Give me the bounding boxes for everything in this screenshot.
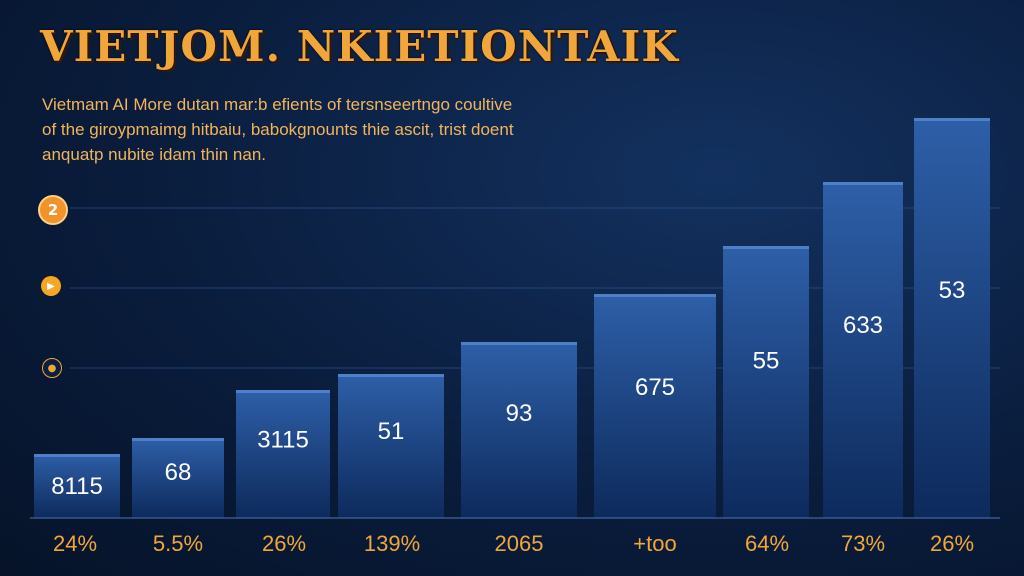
bar-value-label: 93 xyxy=(506,400,533,427)
bar xyxy=(236,390,330,518)
bar xyxy=(594,294,716,518)
bar-highlight xyxy=(34,454,120,457)
bar-value-label: 55 xyxy=(753,347,780,374)
chart-title: VIETJOM. NKIETIONTAIK xyxy=(40,22,679,71)
bar-value-label: 3115 xyxy=(257,427,309,454)
marker-dot-icon: ● xyxy=(42,358,62,378)
labels: 8115 24% 68 5.5% 3115 26% 51 139% 93 2065 675 +too 5… xyxy=(51,277,974,556)
bar xyxy=(823,182,903,518)
category-label: 64% xyxy=(745,531,789,556)
bar xyxy=(914,118,990,518)
bar-highlight xyxy=(132,438,224,441)
category-label: 26% xyxy=(262,531,306,556)
bar-highlight xyxy=(723,246,809,249)
category-label: 139% xyxy=(364,531,420,556)
category-label: 26% xyxy=(930,531,974,556)
category-label: +too xyxy=(633,531,676,556)
bar-highlight xyxy=(823,182,903,185)
bar-value-label: 53 xyxy=(939,277,966,304)
bar xyxy=(461,342,577,518)
bar xyxy=(132,438,224,518)
bar-value-label: 8115 xyxy=(51,473,103,500)
bar-value-label: 68 xyxy=(165,459,192,486)
bar-highlight xyxy=(338,374,444,377)
marker-play-icon: ▶ xyxy=(41,276,61,296)
bar xyxy=(338,374,444,518)
bar-highlight xyxy=(914,118,990,121)
category-label: 73% xyxy=(841,531,885,556)
marker-badge-2: 2 xyxy=(38,195,68,225)
bars xyxy=(34,118,990,518)
bar xyxy=(723,246,809,518)
chart-subtitle: Vietmam AI More dutan mar:b efients of t… xyxy=(42,95,514,164)
bar-value-label: 633 xyxy=(843,312,883,339)
bar-highlight xyxy=(236,390,330,393)
category-label: 2065 xyxy=(495,531,544,556)
bar xyxy=(34,454,120,518)
category-label: 24% xyxy=(53,531,97,556)
bar-value-label: 675 xyxy=(635,374,675,401)
bar-highlight xyxy=(594,294,716,297)
category-label: 5.5% xyxy=(153,531,203,556)
bar-highlight xyxy=(461,342,577,345)
bar-value-label: 51 xyxy=(378,418,405,445)
